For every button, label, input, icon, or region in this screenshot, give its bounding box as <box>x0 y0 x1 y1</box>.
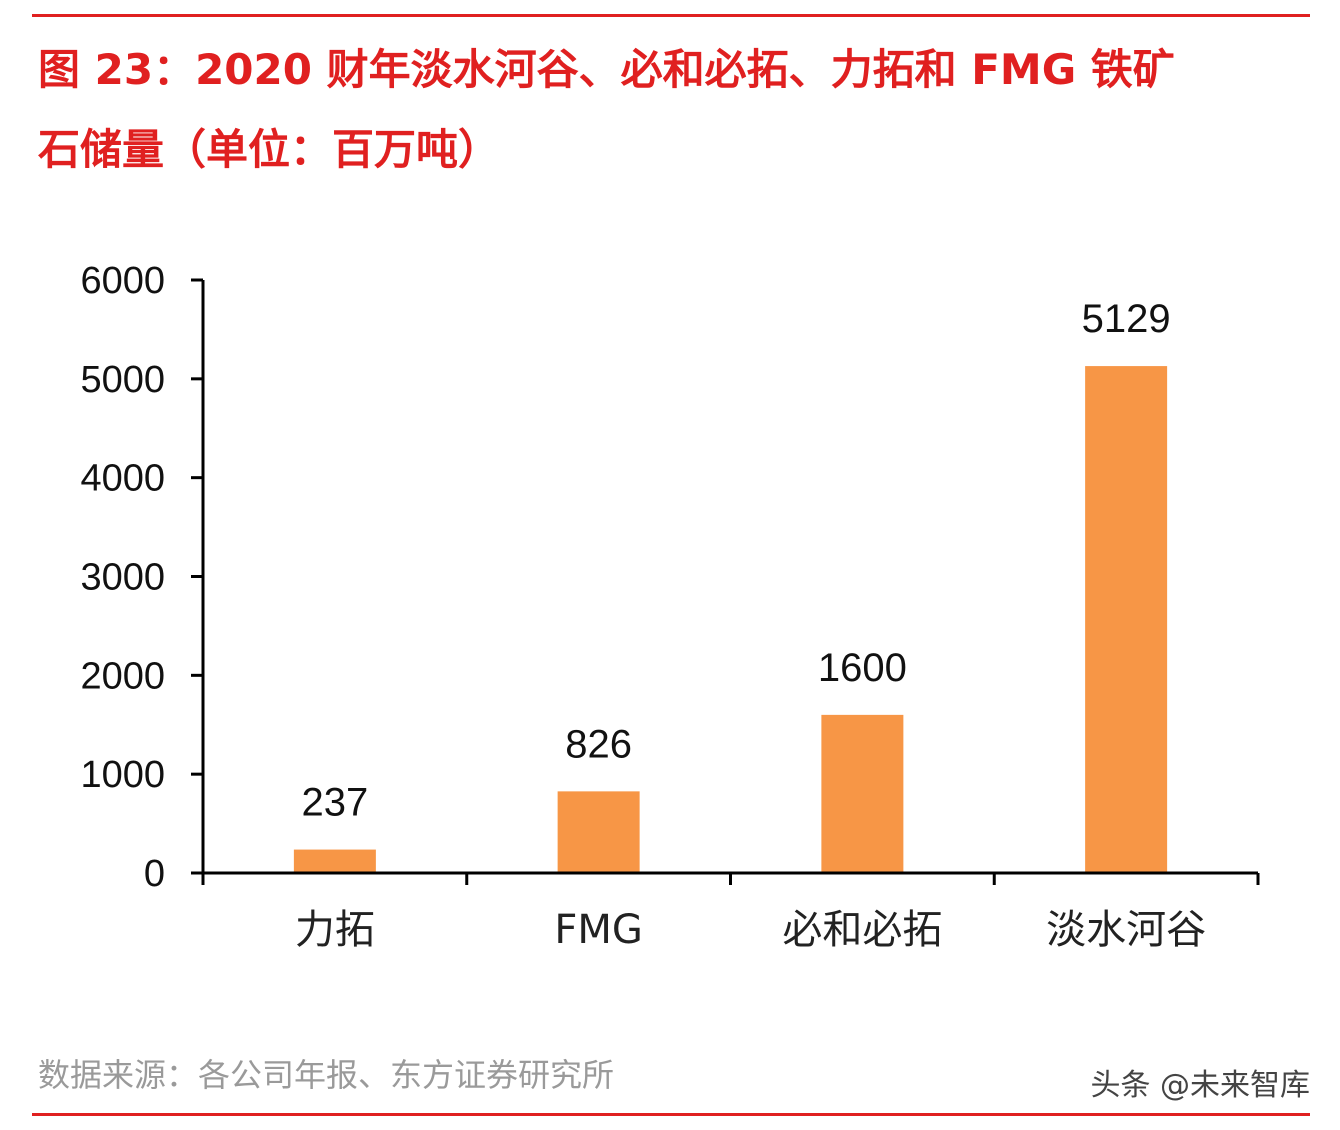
y-tick-label: 5000 <box>80 359 165 401</box>
bar <box>557 791 640 873</box>
data-label: 826 <box>565 722 632 766</box>
x-category-label: 必和必拓 <box>782 907 942 953</box>
x-category-label: FMG <box>554 907 643 953</box>
watermark: 头条 @未来智库 <box>1090 1068 1310 1103</box>
y-tick-label: 3000 <box>80 557 165 599</box>
y-tick-label: 1000 <box>80 754 165 796</box>
title-line-1: 图 23：2020 财年淡水河谷、必和必拓、力拓和 FMG 铁矿 <box>38 45 1175 94</box>
data-label: 5129 <box>1082 297 1171 341</box>
title-line-2: 石储量（单位：百万吨） <box>38 125 501 174</box>
figure-title: 图 23：2020 财年淡水河谷、必和必拓、力拓和 FMG 铁矿 石储量（单位：… <box>38 30 1298 190</box>
x-category-label: 淡水河谷 <box>1046 907 1206 953</box>
bar <box>821 714 904 873</box>
y-tick-label: 0 <box>144 853 165 895</box>
y-tick-label: 6000 <box>80 260 165 302</box>
source-note: 数据来源：各公司年报、东方证券研究所 <box>38 1056 615 1094</box>
bars: 237 826 1600 5129 <box>293 297 1171 873</box>
top-rule <box>32 14 1310 17</box>
bar <box>1085 366 1168 873</box>
data-label: 1600 <box>818 646 907 690</box>
bar <box>293 849 376 873</box>
data-label: 237 <box>302 781 369 825</box>
x-axis: 力拓 FMG 必和必拓 淡水河谷 <box>201 871 1260 953</box>
y-tick-label: 4000 <box>80 458 165 500</box>
y-axis: 0 1000 2000 3000 4000 5000 6000 <box>80 260 205 895</box>
x-category-label: 力拓 <box>295 907 375 953</box>
bottom-rule <box>32 1113 1310 1116</box>
y-tick-label: 2000 <box>80 655 165 697</box>
